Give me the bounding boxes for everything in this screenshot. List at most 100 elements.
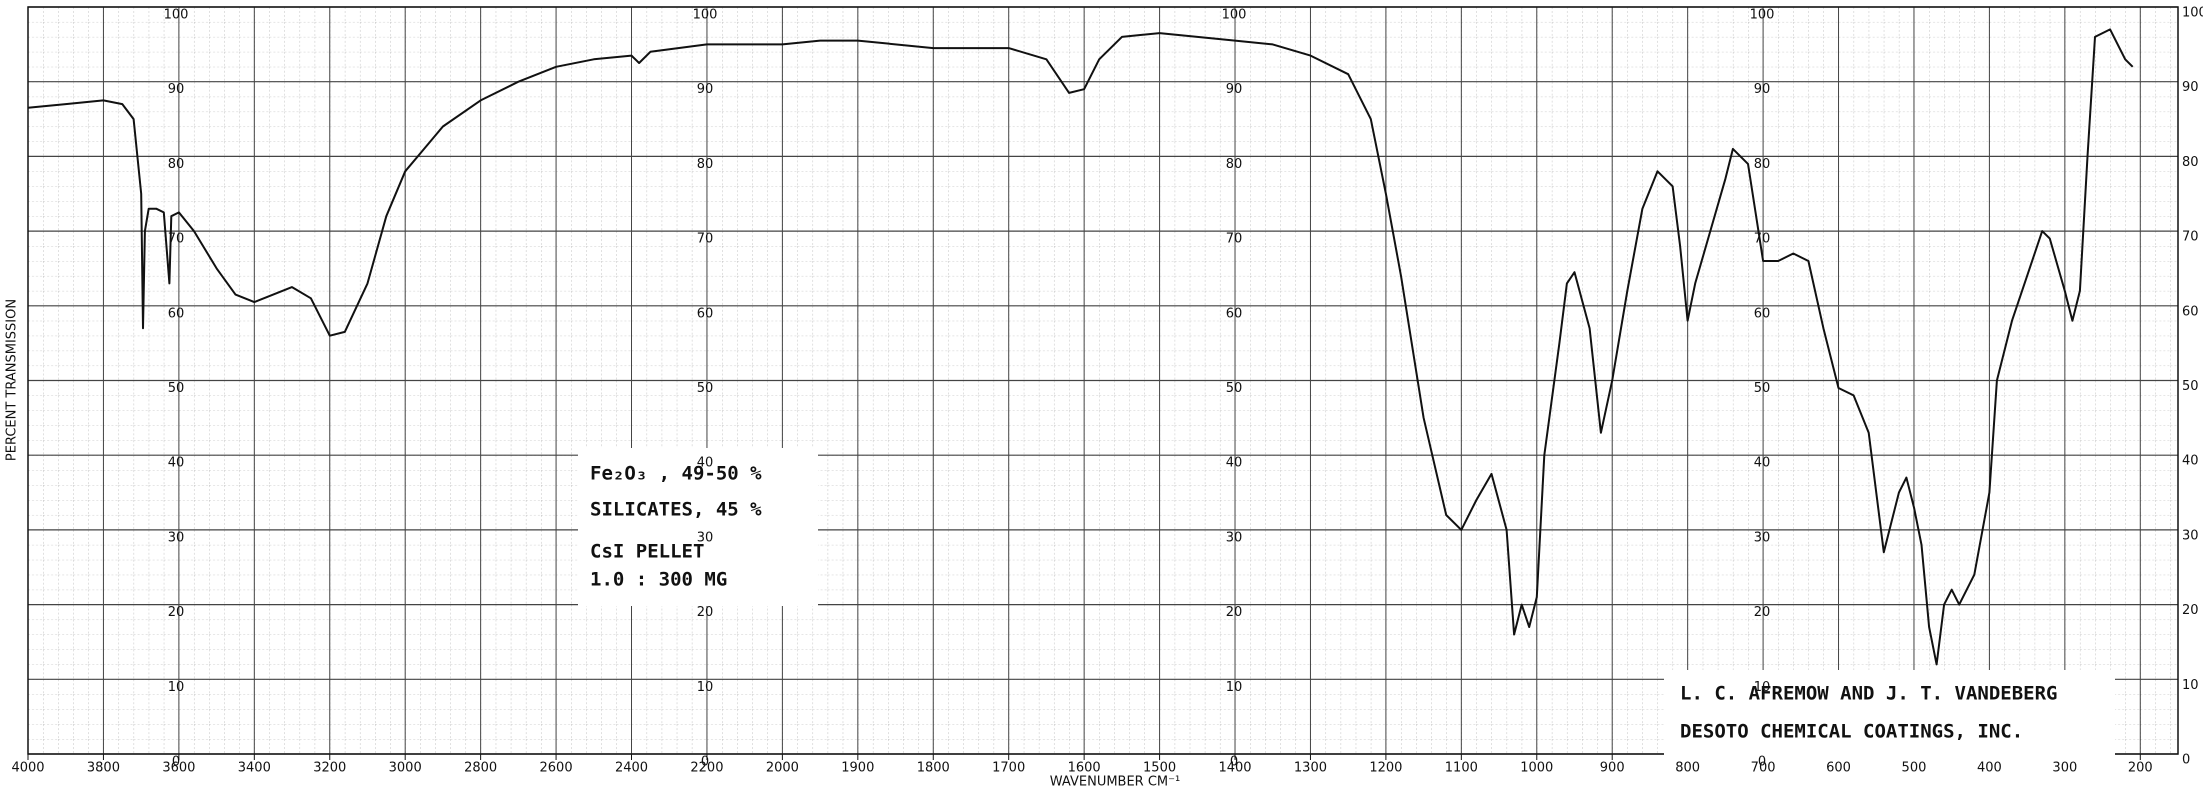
- plot-border: [27, 6, 2179, 755]
- x-tick-label: 2600: [540, 761, 573, 776]
- y-tick-label: 100: [164, 8, 189, 23]
- credit: L. C. AFREMOW AND J. T. VANDEBERG: [1680, 683, 2058, 705]
- x-tick-label: 1500: [1143, 761, 1176, 776]
- y-tick-label: 10: [2182, 678, 2199, 693]
- x-tick-label: 2000: [766, 761, 799, 776]
- spectrum-line: [27, 28, 2134, 666]
- x-axis-title: WAVENUMBER CM⁻¹: [1050, 775, 1180, 790]
- annotation: 1.0 : 300 MG: [590, 569, 727, 591]
- y-tick-label: 100: [1750, 8, 1775, 23]
- y-tick-label: 90: [168, 82, 185, 97]
- x-tick-label: 1800: [917, 761, 950, 776]
- y-tick-label: 100: [1222, 8, 1247, 23]
- x-tick-label: 300: [2052, 761, 2077, 776]
- x-tick-label: 1200: [1369, 761, 1402, 776]
- y-tick-label: 20: [2182, 603, 2199, 618]
- x-tick-label: 2800: [464, 761, 497, 776]
- y-tick-label: 60: [697, 306, 714, 321]
- y-tick-label: 20: [1754, 605, 1771, 620]
- x-tick-label: 600: [1826, 761, 1851, 776]
- x-tick-label: 200: [2128, 761, 2153, 776]
- y-tick-label: 40: [2182, 454, 2199, 469]
- y-tick-label: 30: [1754, 530, 1771, 545]
- credit-box: L. C. AFREMOW AND J. T. VANDEBERG DESOTO…: [1664, 670, 2115, 761]
- annotation-bg: [578, 448, 818, 606]
- x-tick-label: 3600: [162, 761, 195, 776]
- x-tick-label: 400: [1977, 761, 2002, 776]
- y-tick-label: 10: [168, 680, 185, 695]
- y-tick-label: 20: [1226, 605, 1243, 620]
- annotation: Fe₂O₃ , 49-50 %: [590, 463, 762, 485]
- x-tick-label: 3400: [238, 761, 271, 776]
- y-tick-label: 70: [697, 232, 714, 247]
- y-tick-label: 90: [1754, 82, 1771, 97]
- y-tick-label: 70: [2182, 230, 2199, 245]
- y-tick-label: 60: [1754, 306, 1771, 321]
- y-tick-label: 40: [1754, 456, 1771, 471]
- credit-bg: [1664, 670, 2115, 761]
- y-tick-label: 50: [697, 381, 714, 396]
- x-tick-label: 500: [1902, 761, 1927, 776]
- x-tick-label: 1300: [1294, 761, 1327, 776]
- y-tick-label: 30: [1226, 530, 1243, 545]
- y-tick-label: 60: [2182, 304, 2199, 319]
- annotation-box: Fe₂O₃ , 49-50 % SILICATES, 45 % CsI PELL…: [578, 448, 818, 606]
- y-tick-label: 0: [2182, 753, 2190, 768]
- x-tick-label: 1600: [1068, 761, 1101, 776]
- x-tick-label: 1400: [1218, 761, 1251, 776]
- x-tick-label: 3800: [87, 761, 120, 776]
- x-tick-label: 1700: [992, 761, 1025, 776]
- y-tick-label: 10: [697, 680, 714, 695]
- y-tick-label: 90: [2182, 80, 2199, 95]
- y-tick-label: 40: [1226, 456, 1243, 471]
- y-tick-label: 40: [168, 456, 185, 471]
- annotation: CsI PELLET: [590, 541, 704, 563]
- x-tick-label: 3000: [389, 761, 422, 776]
- y-tick-label: 50: [168, 381, 185, 396]
- x-tick-label: 1900: [841, 761, 874, 776]
- y-tick-label: 10: [1754, 680, 1771, 695]
- y-tick-label: 40: [697, 456, 714, 471]
- y-tick-label: 60: [168, 306, 185, 321]
- x-tick-label: 2200: [690, 761, 723, 776]
- x-tick-label: 2400: [615, 761, 648, 776]
- x-tick-label: 700: [1751, 761, 1776, 776]
- x-tick-label: 3200: [313, 761, 346, 776]
- y-tick-label: 30: [697, 530, 714, 545]
- y-tick-label: 50: [1226, 381, 1243, 396]
- y-tick-label: 90: [1226, 82, 1243, 97]
- y-tick-label: 20: [168, 605, 185, 620]
- y-tick-label: 80: [1226, 157, 1243, 172]
- y-tick-label: 30: [168, 530, 185, 545]
- y-tick-label: 60: [1226, 306, 1243, 321]
- y-tick-label: 80: [2182, 155, 2199, 170]
- y-tick-label: 80: [1754, 157, 1771, 172]
- x-tick-label: 1100: [1445, 761, 1478, 776]
- x-tick-label: 1000: [1520, 761, 1553, 776]
- y-tick-label: 70: [1226, 232, 1243, 247]
- credit: DESOTO CHEMICAL COATINGS, INC.: [1680, 721, 2023, 743]
- y-tick-label: 90: [697, 82, 714, 97]
- y-tick-label: 20: [697, 605, 714, 620]
- y-tick-label: 70: [168, 232, 185, 247]
- y-tick-label: 70: [1754, 232, 1771, 247]
- x-tick-label: 800: [1675, 761, 1700, 776]
- annotation: SILICATES, 45 %: [590, 499, 762, 521]
- marks: [27, 28, 2134, 666]
- y-tick-label: 50: [2182, 379, 2199, 394]
- y-tick-label: 80: [168, 157, 185, 172]
- y-tick-label: 0: [1230, 755, 1238, 770]
- y-tick-label: 100: [693, 8, 718, 23]
- y-tick-label: 0: [701, 755, 709, 770]
- y-tick-label: 0: [172, 755, 180, 770]
- x-tick-label: 900: [1600, 761, 1625, 776]
- grid: [27, 6, 2179, 760]
- x-tick-label: 4000: [11, 761, 44, 776]
- y-tick-label: 0: [1758, 755, 1766, 770]
- y-tick-label: 100: [2182, 6, 2203, 21]
- y-tick-label: 80: [697, 157, 714, 172]
- y-tick-label: 10: [1226, 680, 1243, 695]
- y-tick-label: 50: [1754, 381, 1771, 396]
- y-tick-label: 30: [2182, 528, 2199, 543]
